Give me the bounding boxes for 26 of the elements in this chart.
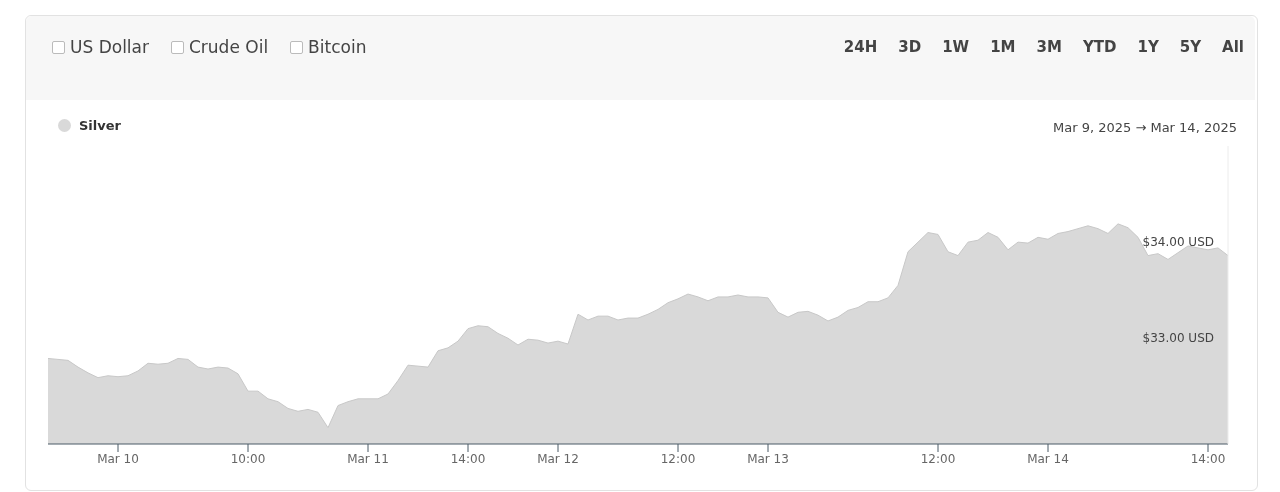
text: 1W <box>942 38 970 56</box>
text: 3M <box>1036 38 1062 56</box>
text: Crude Oil <box>188 37 269 57</box>
y-tick-label: $34.00 USD <box>1142 235 1214 250</box>
text: Bitcoin <box>308 37 367 57</box>
text: 24H <box>843 38 878 56</box>
x-tick-label: Mar 12 <box>537 451 579 466</box>
chart-subtitle: Mar 9, 2025 → Mar 14, 2025 <box>1053 120 1237 135</box>
text: 1Y <box>1137 38 1159 56</box>
x-tick-label: Mar 11 <box>347 451 389 466</box>
y-tick-label: $33.00 USD <box>1142 331 1214 346</box>
x-tick-label: Mar 14 <box>1027 451 1069 466</box>
x-tick-label: 14:00 <box>1190 451 1226 466</box>
x-tick-label: 12:00 <box>920 451 956 466</box>
x-tick-label: 10:00 <box>230 451 266 466</box>
x-tick-label: Mar 10 <box>97 451 139 466</box>
x-tick-label: 14:00 <box>450 451 486 466</box>
text: US Dollar <box>70 37 149 57</box>
x-tick-label: 12:00 <box>660 451 696 466</box>
text: 5Y <box>1179 38 1202 56</box>
x-tick-label: Mar 13 <box>747 451 789 466</box>
text: All <box>1222 38 1244 56</box>
text: YTD <box>1082 38 1117 56</box>
text: 3D <box>898 38 922 56</box>
text: 1M <box>990 38 1016 56</box>
legend-label: Silver <box>79 118 121 133</box>
